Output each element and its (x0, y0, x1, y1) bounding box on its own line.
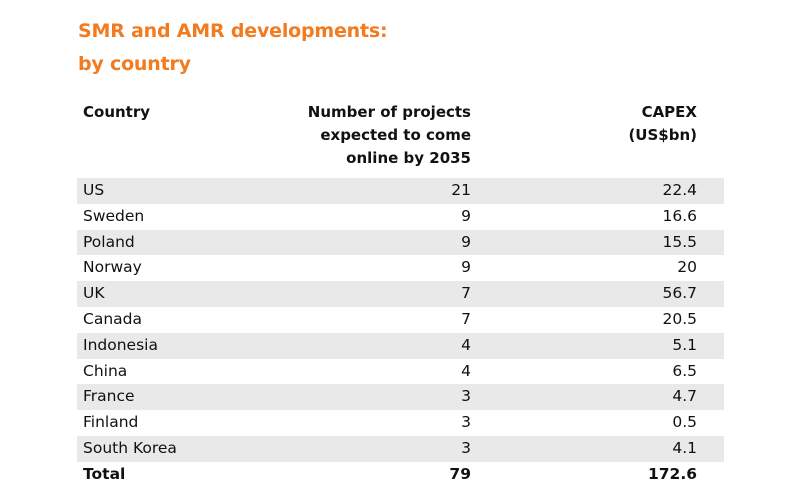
cell-capex: 5.1 (672, 335, 697, 354)
cell-projects: 3 (461, 387, 471, 406)
table-header: Country Number of projects expected to c… (77, 101, 724, 178)
header-projects-line-3: online by 2035 (346, 149, 471, 167)
header-capex-line-1: CAPEX (641, 103, 697, 121)
header-projects-line-1: Number of projects (307, 103, 471, 121)
cell-capex: 20.5 (662, 309, 697, 328)
cell-country: China (83, 361, 128, 380)
cell-projects: 9 (461, 206, 471, 225)
header-projects: Number of projects expected to come onli… (231, 101, 471, 170)
chart-title-line-1: SMR and AMR developments: (78, 20, 388, 42)
table-row: Sweden 9 16.6 (77, 204, 724, 230)
table-row: South Korea 3 4.1 (77, 435, 724, 462)
cell-projects: 4 (461, 335, 471, 354)
data-table: Country Number of projects expected to c… (77, 101, 724, 488)
cell-capex: 0.5 (672, 413, 697, 432)
cell-country: France (83, 387, 135, 406)
cell-projects: 7 (461, 284, 471, 303)
total-projects: 79 (449, 464, 471, 483)
cell-projects: 9 (461, 232, 471, 251)
cell-country: Norway (83, 258, 142, 277)
cell-capex: 20 (677, 258, 697, 277)
table-row: Indonesia 4 5.1 (77, 332, 724, 359)
cell-country: Finland (83, 413, 139, 432)
cell-country: US (83, 181, 105, 199)
table-row: Norway 9 20 (77, 255, 724, 281)
header-projects-line-2: expected to come (320, 126, 471, 144)
cell-capex: 4.7 (672, 387, 697, 406)
cell-country: Indonesia (83, 335, 158, 354)
cell-capex: 16.6 (662, 206, 697, 225)
header-capex: CAPEX (US$bn) (557, 101, 697, 147)
cell-projects: 3 (461, 438, 471, 457)
header-country: Country (83, 103, 151, 121)
cell-projects: 7 (461, 309, 471, 328)
cell-capex: 15.5 (662, 232, 697, 251)
cell-projects: 9 (461, 258, 471, 277)
table-row: Poland 9 15.5 (77, 229, 724, 256)
table-row: US 21 22.4 (77, 178, 724, 204)
cell-country: UK (83, 284, 105, 303)
cell-country: South Korea (83, 438, 177, 457)
cell-projects: 3 (461, 413, 471, 432)
total-capex: 172.6 (647, 464, 697, 483)
table-row: China 4 6.5 (77, 359, 724, 385)
chart-title-line-2: by country (78, 53, 191, 75)
cell-country: Poland (83, 232, 135, 251)
cell-country: Canada (83, 309, 142, 328)
table-body: US 21 22.4 Sweden 9 16.6 Poland 9 15.5 Norway 9 20 U… (77, 178, 724, 462)
table-row: Finland 3 0.5 (77, 410, 724, 436)
table-row: France 3 4.7 (77, 384, 724, 411)
cell-projects: 4 (461, 361, 471, 380)
table-row: UK 7 56.7 (77, 281, 724, 307)
cell-capex: 6.5 (672, 361, 697, 380)
table-row: Canada 7 20.5 (77, 307, 724, 333)
cell-capex: 22.4 (662, 181, 697, 199)
header-capex-line-2: (US$bn) (628, 126, 697, 144)
cell-capex: 4.1 (672, 438, 697, 457)
total-row: Total 79 172.6 (77, 462, 724, 488)
cell-country: Sweden (83, 206, 145, 225)
cell-capex: 56.7 (662, 284, 697, 303)
total-label: Total (83, 464, 126, 483)
cell-projects: 21 (451, 181, 471, 199)
